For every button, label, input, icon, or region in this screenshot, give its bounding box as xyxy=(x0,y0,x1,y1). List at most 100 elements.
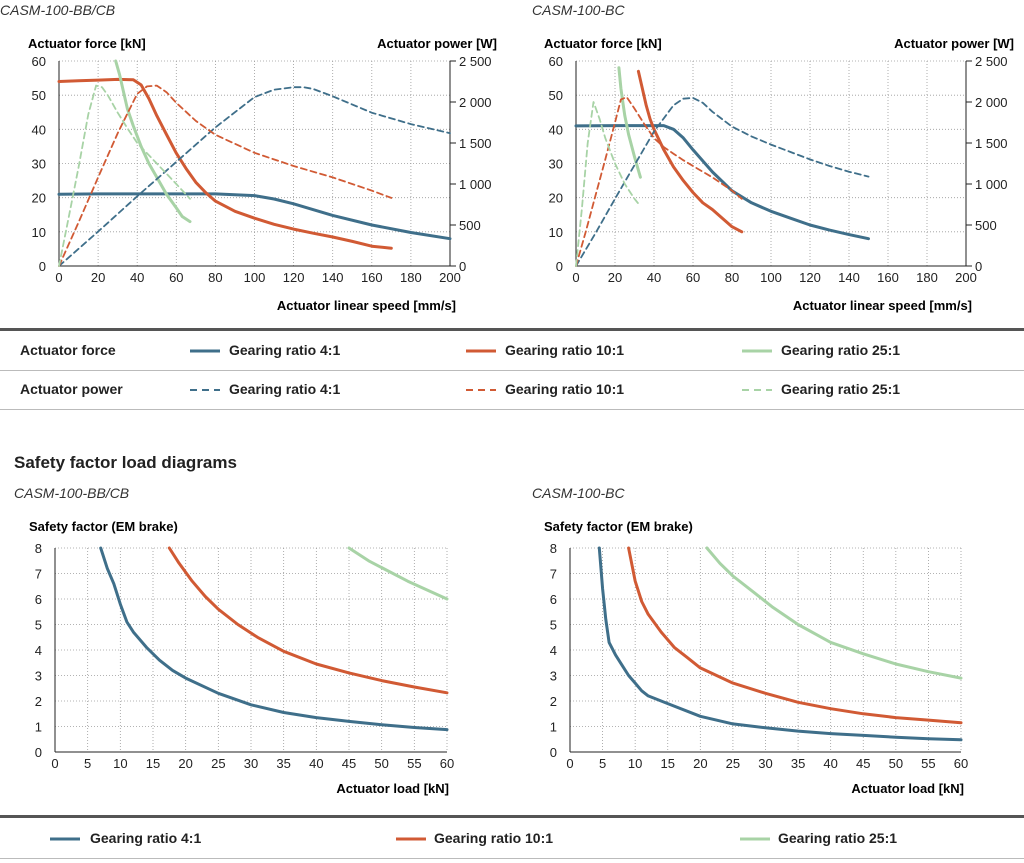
y-tick-label: 50 xyxy=(549,88,563,103)
section-heading: Safety factor load diagrams xyxy=(14,453,237,472)
tick-labels: 0 20 40 60 80 100 120 140 160 180 2000102030405060… xyxy=(549,54,1008,285)
series-lines xyxy=(597,546,963,742)
legend-row-label: Actuator force xyxy=(20,342,116,358)
x-tick-label: 10 xyxy=(113,756,127,771)
x-tick-label: 30 xyxy=(244,756,258,771)
series-line-g25-power xyxy=(58,84,191,267)
x-tick-label: 160 xyxy=(877,270,899,285)
x-tick-label: 180 xyxy=(916,270,938,285)
series-line-g4-power xyxy=(58,86,451,267)
y-tick-label: 0 xyxy=(550,745,557,760)
series-line-g25 xyxy=(617,66,642,179)
y-tick-label: 7 xyxy=(550,567,557,582)
legend-entry-g4: Gearing ratio 4:1 xyxy=(90,830,202,846)
series-lines xyxy=(99,546,449,732)
x-tick-label: 160 xyxy=(361,270,383,285)
legend-row-safety: Gearing ratio 4:1 Gearing ratio 10:1 Gea… xyxy=(0,820,1024,856)
legend-row-label: Actuator power xyxy=(20,381,123,397)
chart-title-bc: CASM-100-BC xyxy=(532,485,625,501)
legend-mid-rule xyxy=(0,370,1024,371)
series-line-g4 xyxy=(597,546,963,742)
x-tick-label: 60 xyxy=(169,270,183,285)
x-tick-label: 5 xyxy=(84,756,91,771)
y-tick-label: 3 xyxy=(35,669,42,684)
series-line-g25 xyxy=(705,546,963,680)
y2-tick-label: 2 500 xyxy=(975,54,1008,69)
right-axis-label: Actuator power [W] xyxy=(377,36,497,51)
y-tick-label: 60 xyxy=(549,54,563,69)
legend-swatch-g10 xyxy=(396,837,426,841)
x-tick-label: 20 xyxy=(693,756,707,771)
x-tick-label: 180 xyxy=(400,270,422,285)
y2-tick-label: 2 500 xyxy=(459,54,492,69)
series-line-g10 xyxy=(57,77,393,250)
x-tick-label: 140 xyxy=(322,270,344,285)
y-axis-label: Safety factor (EM brake) xyxy=(29,519,178,534)
x-tick-label: 80 xyxy=(725,270,739,285)
y-tick-label: 1 xyxy=(550,720,557,735)
x-tick-label: 60 xyxy=(686,270,700,285)
y-tick-label: 30 xyxy=(32,157,46,172)
x-tick-label: 55 xyxy=(921,756,935,771)
x-tick-label: 35 xyxy=(791,756,805,771)
y-tick-label: 2 xyxy=(35,694,42,709)
legend-entry-g4: Gearing ratio 4:1 xyxy=(229,381,341,397)
series-line-g25 xyxy=(114,59,192,224)
y2-tick-label: 500 xyxy=(975,218,997,233)
tick-labels: 0 20 40 60 80 100 120 140 160 180 2000102030405060… xyxy=(32,54,492,285)
safety-factor-chart-bc: Safety factor (EM brake) 0 5 10 15 20 25 30 35 4… xyxy=(544,519,968,796)
y-tick-label: 0 xyxy=(35,745,42,760)
x-tick-label: 25 xyxy=(726,756,740,771)
y-tick-label: 0 xyxy=(556,259,563,274)
x-tick-label: 0 xyxy=(572,270,579,285)
series-lines xyxy=(574,66,870,267)
y-tick-label: 4 xyxy=(35,643,42,658)
y-tick-label: 7 xyxy=(35,567,42,582)
series-line-g10 xyxy=(627,546,963,725)
force-power-chart-bc: Actuator force [kN] Actuator power [W] 0… xyxy=(544,36,1014,313)
y-tick-label: 50 xyxy=(32,88,46,103)
series-line-g10 xyxy=(636,69,744,234)
x-tick-label: 20 xyxy=(178,756,192,771)
y2-tick-label: 2 000 xyxy=(459,95,492,110)
x-tick-label: 60 xyxy=(440,756,454,771)
y-tick-label: 40 xyxy=(549,122,563,137)
y-tick-label: 1 xyxy=(35,720,42,735)
legend-entry-g10: Gearing ratio 10:1 xyxy=(434,830,554,846)
x-tick-label: 80 xyxy=(208,270,222,285)
x-tick-label: 55 xyxy=(407,756,421,771)
series-lines xyxy=(57,59,452,267)
x-tick-label: 45 xyxy=(856,756,870,771)
x-tick-label: 15 xyxy=(661,756,675,771)
y-tick-label: 60 xyxy=(32,54,46,69)
x-tick-label: 40 xyxy=(823,756,837,771)
legend-entry-g10: Gearing ratio 10:1 xyxy=(505,381,625,397)
y-tick-label: 0 xyxy=(39,259,46,274)
left-axis-label: Actuator force [kN] xyxy=(544,36,662,51)
x-tick-label: 20 xyxy=(608,270,622,285)
x-tick-label: 10 xyxy=(628,756,642,771)
series-line-g10-power xyxy=(575,96,743,267)
y2-tick-label: 0 xyxy=(975,259,982,274)
x-tick-label: 120 xyxy=(799,270,821,285)
x-tick-label: 35 xyxy=(276,756,290,771)
safety-factor-chart-bbcb: Safety factor (EM brake) 0 5 10 15 20 25 30 35 4… xyxy=(29,519,454,796)
series-line-g10-power xyxy=(58,84,393,267)
y-tick-label: 8 xyxy=(550,541,557,556)
x-tick-label: 120 xyxy=(283,270,305,285)
y2-tick-label: 2 000 xyxy=(975,95,1008,110)
x-axis-label: Actuator linear speed [mm/s] xyxy=(277,298,456,313)
series-line-g4 xyxy=(99,546,449,732)
y-tick-label: 6 xyxy=(550,592,557,607)
legend-swatch-g4 xyxy=(50,837,80,841)
legend-swatch-g25-dashed xyxy=(742,389,772,391)
legend-swatch-g25 xyxy=(742,349,772,353)
legend-top-rule xyxy=(0,815,1024,818)
x-tick-label: 200 xyxy=(955,270,977,285)
series-line-g10 xyxy=(167,546,449,695)
legend-entry-g4: Gearing ratio 4:1 xyxy=(229,342,341,358)
x-tick-label: 50 xyxy=(889,756,903,771)
y-tick-label: 10 xyxy=(32,225,46,240)
